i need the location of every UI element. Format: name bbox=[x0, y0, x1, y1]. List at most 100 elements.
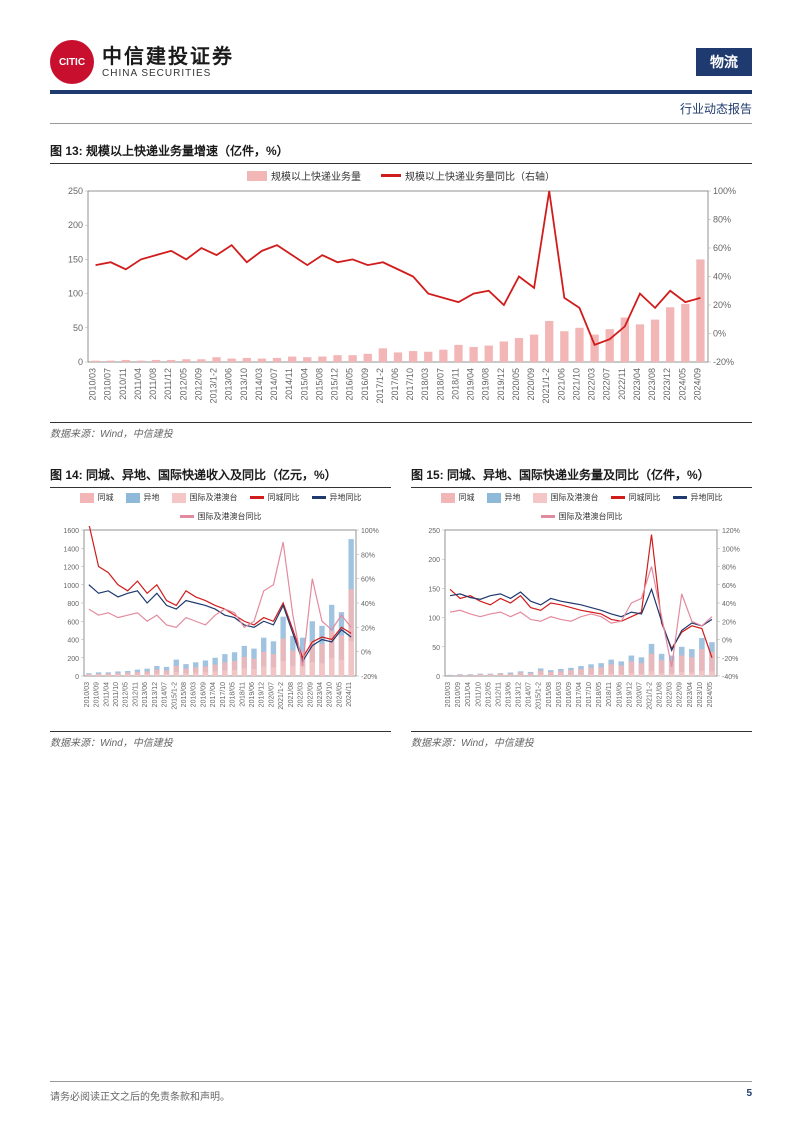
svg-text:2010/03: 2010/03 bbox=[84, 682, 91, 707]
svg-text:2016/09: 2016/09 bbox=[360, 368, 370, 401]
svg-text:0%: 0% bbox=[713, 329, 726, 339]
svg-text:2019/08: 2019/08 bbox=[481, 368, 491, 401]
svg-text:1600: 1600 bbox=[63, 528, 79, 535]
svg-text:2015/08: 2015/08 bbox=[546, 682, 553, 707]
svg-text:2013/10: 2013/10 bbox=[239, 368, 249, 401]
svg-text:2017/04: 2017/04 bbox=[210, 682, 217, 707]
svg-text:2011/10: 2011/10 bbox=[475, 682, 482, 707]
svg-text:2011/04: 2011/04 bbox=[103, 682, 110, 707]
svg-text:2019/04: 2019/04 bbox=[466, 368, 476, 401]
svg-text:50: 50 bbox=[73, 323, 83, 333]
svg-text:-20%: -20% bbox=[361, 674, 377, 681]
svg-text:0: 0 bbox=[75, 674, 79, 681]
svg-text:2012/09: 2012/09 bbox=[193, 368, 203, 401]
svg-text:2022/09: 2022/09 bbox=[677, 682, 684, 707]
svg-text:-20%: -20% bbox=[713, 357, 734, 367]
fig13-source: 数据来源：Wind，中信建投 bbox=[50, 422, 752, 440]
svg-text:2024/11: 2024/11 bbox=[346, 682, 353, 707]
svg-text:2010/09: 2010/09 bbox=[455, 682, 462, 707]
page: CITIC 中信建投证券 CHINA SECURITIES 物流 行业动态报告 … bbox=[0, 0, 802, 1133]
svg-text:2018/05: 2018/05 bbox=[230, 682, 237, 707]
svg-text:250: 250 bbox=[428, 528, 440, 535]
svg-text:-20%: -20% bbox=[722, 656, 738, 663]
svg-text:2022/03: 2022/03 bbox=[298, 682, 305, 707]
svg-text:2023/12: 2023/12 bbox=[662, 368, 672, 401]
svg-text:2023/10: 2023/10 bbox=[327, 682, 334, 707]
svg-text:2022/11: 2022/11 bbox=[617, 368, 627, 400]
svg-text:2017/06: 2017/06 bbox=[390, 368, 400, 401]
svg-text:2024/05: 2024/05 bbox=[707, 682, 714, 707]
svg-text:2015/08: 2015/08 bbox=[181, 682, 188, 707]
footer: 请务必阅读正文之后的免责条款和声明。 5 bbox=[50, 1081, 752, 1103]
svg-text:2018/03: 2018/03 bbox=[420, 368, 430, 401]
svg-text:2014/07: 2014/07 bbox=[269, 368, 279, 401]
svg-text:80%: 80% bbox=[713, 215, 731, 225]
svg-text:2020/07: 2020/07 bbox=[268, 682, 275, 707]
fig13-title: 图 13: 规模以上快递业务量增速（亿件，%） bbox=[50, 138, 752, 164]
svg-text:0%: 0% bbox=[722, 638, 732, 645]
svg-text:2013/06: 2013/06 bbox=[505, 682, 512, 707]
svg-text:2010/07: 2010/07 bbox=[103, 368, 113, 401]
fig14-source: 数据来源：Wind，中信建投 bbox=[50, 731, 391, 749]
svg-text:2017/04: 2017/04 bbox=[576, 682, 583, 707]
svg-text:2017/1-2: 2017/1-2 bbox=[375, 368, 385, 404]
svg-text:2012/05: 2012/05 bbox=[178, 368, 188, 401]
svg-text:2017/10: 2017/10 bbox=[586, 682, 593, 707]
logo-en: CHINA SECURITIES bbox=[102, 68, 234, 79]
logo-cn: 中信建投证券 bbox=[102, 46, 234, 68]
svg-text:2011/04: 2011/04 bbox=[465, 682, 472, 707]
svg-text:100%: 100% bbox=[361, 528, 379, 535]
fig14-col: 图 14: 同城、异地、国际快递收入及同比（亿元，%） 同城异地国际及港澳台同城… bbox=[50, 448, 391, 749]
svg-text:2019/12: 2019/12 bbox=[496, 368, 506, 401]
svg-text:2022/09: 2022/09 bbox=[307, 682, 314, 707]
fig-row: 图 14: 同城、异地、国际快递收入及同比（亿元，%） 同城异地国际及港澳台同城… bbox=[50, 448, 752, 749]
svg-text:2010/03: 2010/03 bbox=[88, 368, 98, 401]
svg-text:2014/03: 2014/03 bbox=[254, 368, 264, 401]
fig15-col: 图 15: 同城、异地、国际快递业务量及同比（亿件，%） 同城异地国际及港澳台同… bbox=[411, 448, 752, 749]
svg-text:2020/07: 2020/07 bbox=[636, 682, 643, 707]
svg-text:2016/05: 2016/05 bbox=[345, 368, 355, 401]
svg-text:2022/03: 2022/03 bbox=[667, 682, 674, 707]
svg-text:150: 150 bbox=[68, 254, 83, 264]
disclaimer: 请务必阅读正文之后的免责条款和声明。 bbox=[50, 1088, 230, 1103]
svg-text:2012/11: 2012/11 bbox=[132, 682, 139, 707]
svg-text:2021/1-2: 2021/1-2 bbox=[541, 368, 551, 404]
svg-text:2010/09: 2010/09 bbox=[94, 682, 101, 707]
svg-text:200: 200 bbox=[428, 557, 440, 564]
svg-text:2015/1-2: 2015/1-2 bbox=[536, 682, 543, 710]
svg-text:2016/09: 2016/09 bbox=[200, 682, 207, 707]
svg-text:2023/04: 2023/04 bbox=[687, 682, 694, 707]
svg-text:2012/05: 2012/05 bbox=[123, 682, 130, 707]
svg-text:2023/08: 2023/08 bbox=[647, 368, 657, 401]
fig15-title: 图 15: 同城、异地、国际快递业务量及同比（亿件，%） bbox=[411, 462, 752, 488]
svg-text:2018/07: 2018/07 bbox=[435, 368, 445, 401]
svg-text:2018/11: 2018/11 bbox=[450, 368, 460, 400]
fig13-chart: 规模以上快递业务量规模以上快递业务量同比（右轴） 050100150200250… bbox=[50, 164, 752, 422]
svg-text:2013/06: 2013/06 bbox=[224, 368, 234, 401]
svg-text:2014/11: 2014/11 bbox=[284, 368, 294, 400]
svg-text:2024/05: 2024/05 bbox=[677, 368, 687, 401]
svg-text:2022/07: 2022/07 bbox=[602, 368, 612, 401]
svg-text:2023/04: 2023/04 bbox=[317, 682, 324, 707]
svg-text:2013/06: 2013/06 bbox=[142, 682, 149, 707]
svg-text:2011/08: 2011/08 bbox=[148, 368, 158, 400]
svg-text:60%: 60% bbox=[713, 243, 731, 253]
svg-text:60%: 60% bbox=[361, 577, 375, 584]
svg-text:100%: 100% bbox=[722, 546, 740, 553]
category-badge: 物流 bbox=[696, 48, 752, 76]
svg-text:2012/11: 2012/11 bbox=[495, 682, 502, 707]
svg-text:2021/10: 2021/10 bbox=[571, 368, 581, 401]
report-type: 行业动态报告 bbox=[50, 94, 752, 124]
svg-text:2019/12: 2019/12 bbox=[626, 682, 633, 707]
svg-text:40%: 40% bbox=[713, 272, 731, 282]
svg-text:2015/1-2: 2015/1-2 bbox=[171, 682, 178, 710]
svg-text:2024/05: 2024/05 bbox=[336, 682, 343, 707]
page-number: 5 bbox=[746, 1088, 752, 1103]
svg-text:2014/07: 2014/07 bbox=[526, 682, 533, 707]
svg-text:2022/03: 2022/03 bbox=[587, 368, 597, 401]
svg-text:2015/04: 2015/04 bbox=[299, 368, 309, 401]
svg-text:40%: 40% bbox=[361, 601, 375, 608]
svg-text:2019/06: 2019/06 bbox=[249, 682, 256, 707]
svg-text:2024/09: 2024/09 bbox=[692, 368, 702, 401]
svg-text:2016/09: 2016/09 bbox=[566, 682, 573, 707]
